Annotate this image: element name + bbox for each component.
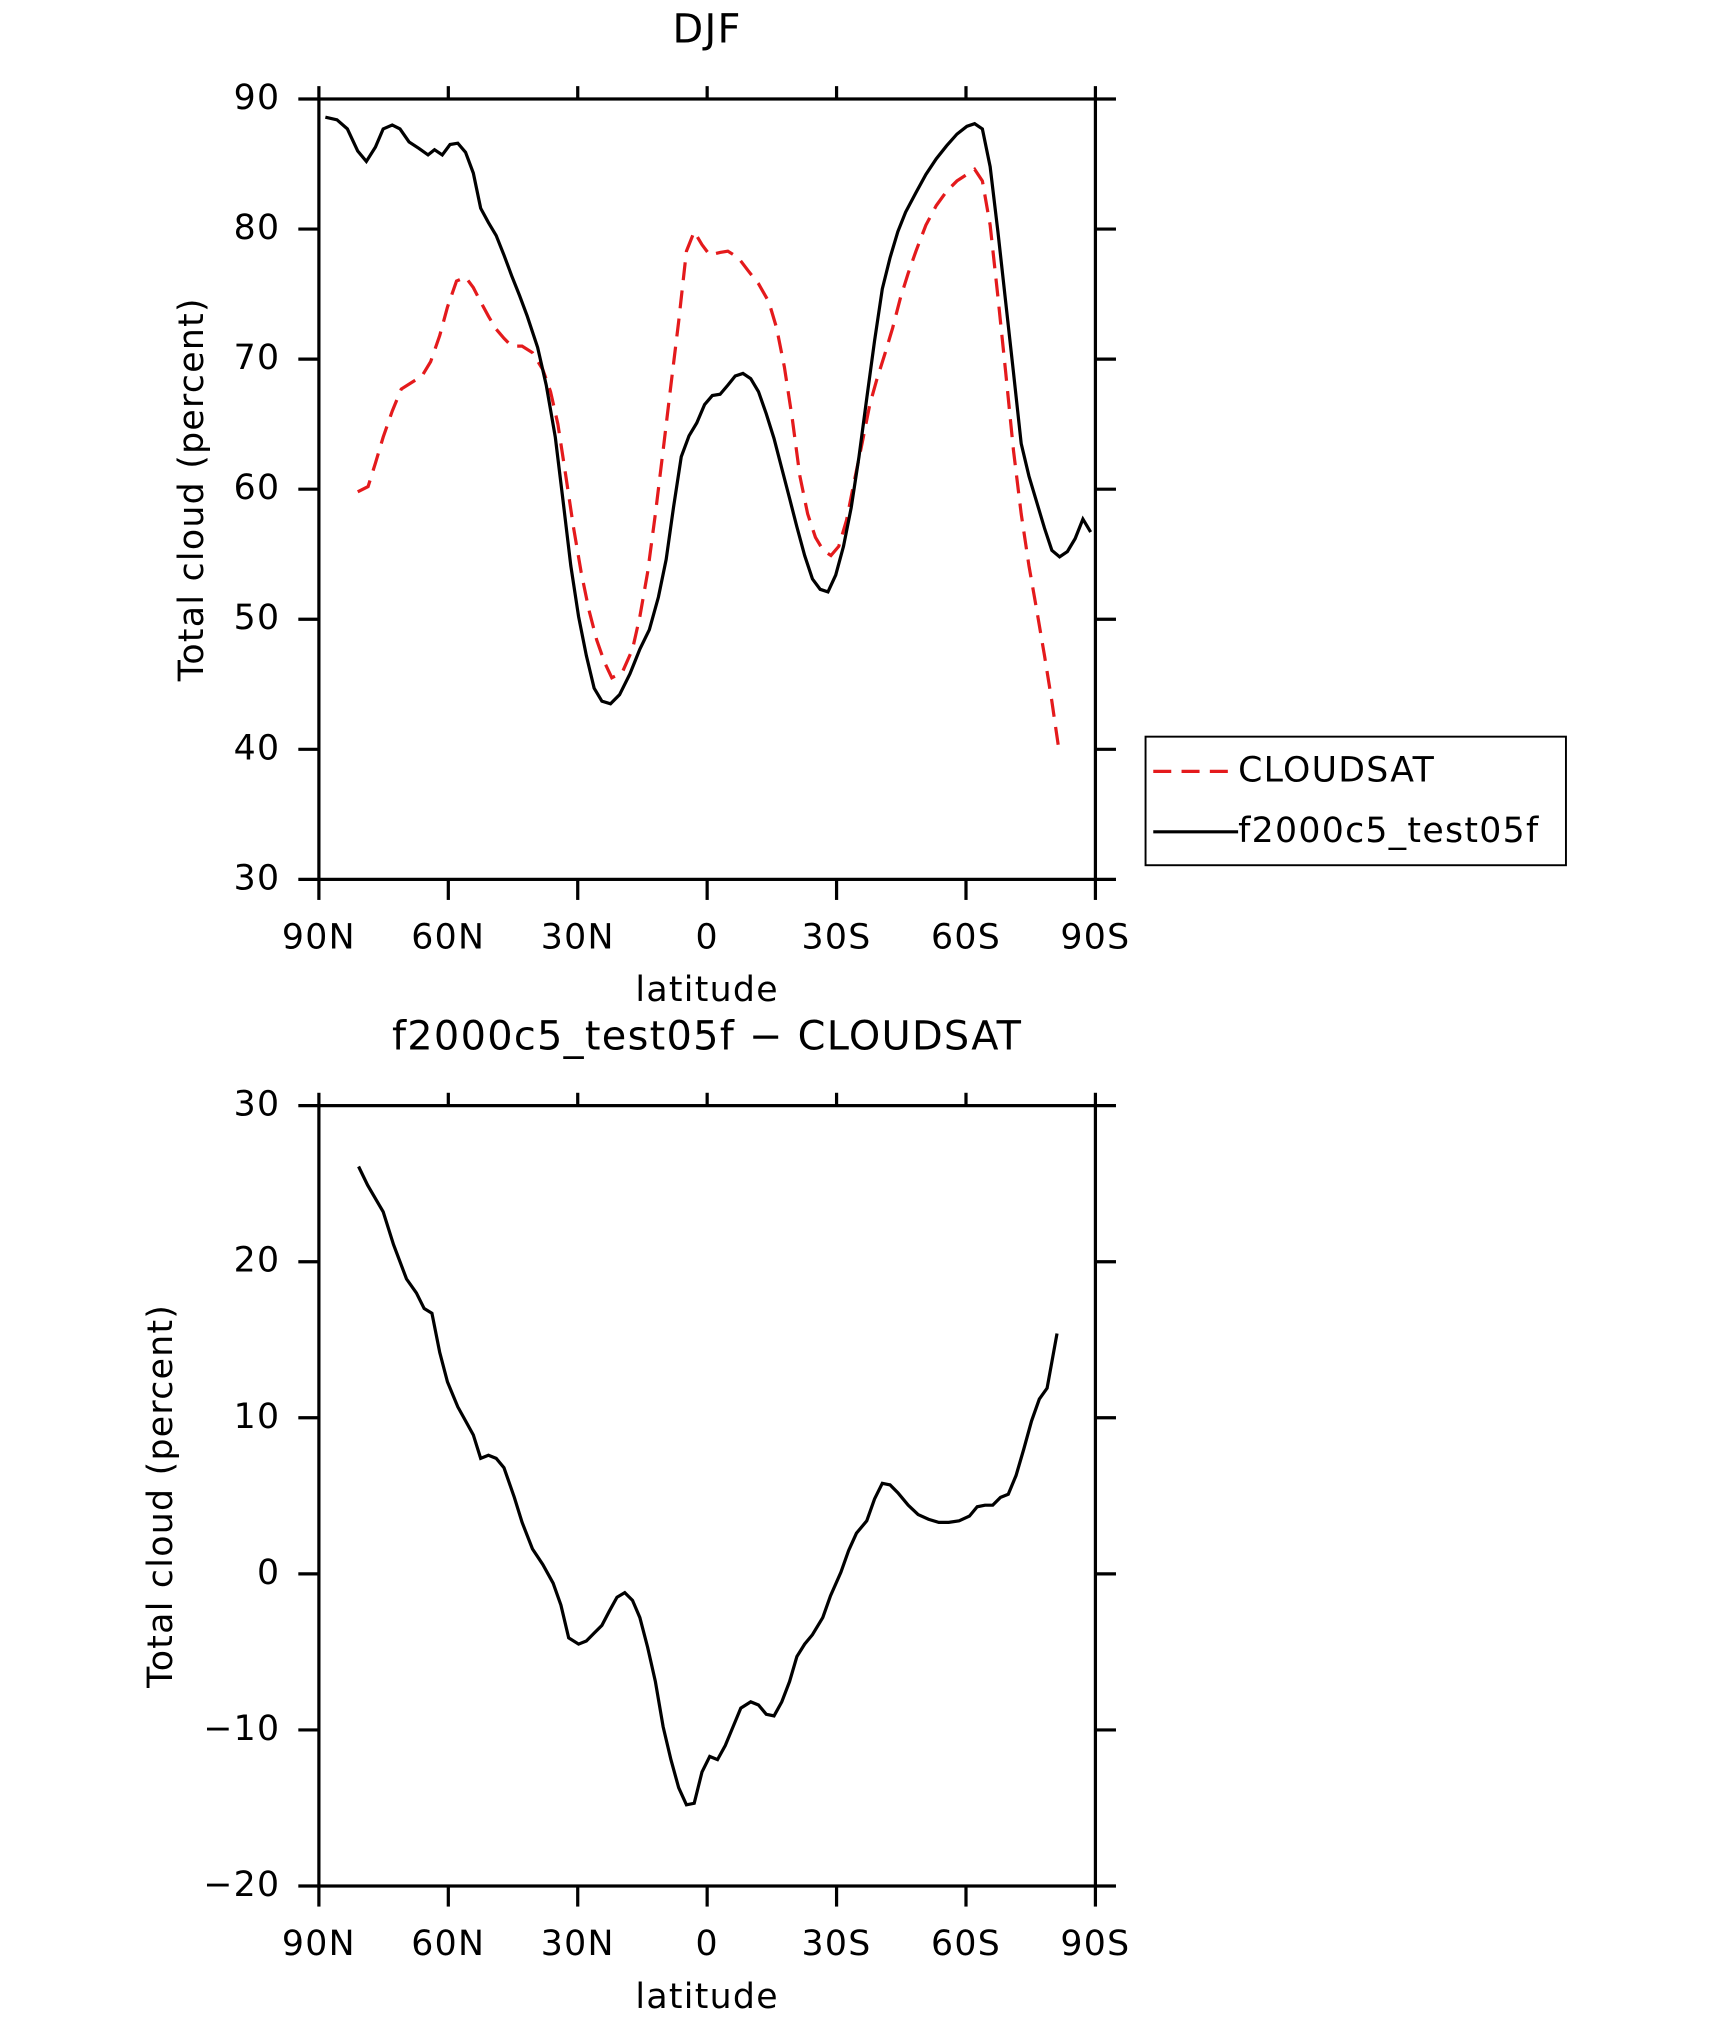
y-tick-label: 10 bbox=[234, 1397, 281, 1437]
x-tick-label: 60S bbox=[931, 918, 1001, 958]
x-tick-label: 30N bbox=[541, 1924, 615, 1964]
x-tick-label: 90N bbox=[282, 918, 356, 958]
y-tick-label: 90 bbox=[234, 78, 281, 118]
x-tick-label: 0 bbox=[695, 918, 718, 958]
chart-title: f2000c5_test05f − CLOUDSAT bbox=[392, 1013, 1022, 1059]
data-line bbox=[325, 115, 1093, 706]
legend-label: CLOUDSAT bbox=[1238, 750, 1435, 790]
y-tick-label: 30 bbox=[234, 1085, 281, 1125]
y-tick-label: −20 bbox=[203, 1865, 280, 1905]
chart-title: DJF bbox=[673, 7, 742, 53]
data-line bbox=[357, 1165, 1059, 1807]
x-tick-label: 30N bbox=[541, 918, 615, 958]
y-tick-label: 40 bbox=[234, 728, 281, 768]
y-tick-label: 50 bbox=[234, 598, 281, 638]
y-axis-label: Total cloud (percent) bbox=[141, 1304, 181, 1689]
x-tick-label: 30S bbox=[802, 918, 872, 958]
x-tick-label: 60N bbox=[411, 918, 485, 958]
x-tick-label: 0 bbox=[695, 1924, 718, 1964]
plot-frame bbox=[317, 1104, 1098, 1888]
x-tick-label: 90N bbox=[282, 1924, 356, 1964]
legend-label: f2000c5_test05f bbox=[1238, 811, 1539, 851]
y-axis-label: Total cloud (percent) bbox=[172, 297, 212, 682]
x-tick-label: 60N bbox=[411, 1924, 485, 1964]
y-tick-label: 30 bbox=[234, 858, 281, 898]
y-tick-label: −10 bbox=[203, 1709, 280, 1749]
x-tick-label: 90S bbox=[1060, 918, 1130, 958]
y-tick-label: 0 bbox=[257, 1553, 280, 1593]
plot-frame bbox=[317, 97, 1098, 881]
data-line bbox=[357, 166, 1062, 755]
x-tick-label: 90S bbox=[1060, 1924, 1130, 1964]
legend-box bbox=[1144, 735, 1567, 867]
y-tick-label: 80 bbox=[234, 208, 281, 248]
y-tick-label: 20 bbox=[234, 1241, 281, 1281]
y-tick-label: 70 bbox=[234, 338, 281, 378]
x-axis-label: latitude bbox=[635, 1977, 778, 2017]
y-tick-label: 60 bbox=[234, 468, 281, 508]
x-tick-label: 30S bbox=[802, 1924, 872, 1964]
x-axis-label: latitude bbox=[635, 970, 778, 1010]
x-tick-label: 60S bbox=[931, 1924, 1001, 1964]
legend: CLOUDSAT f2000c5_test05f bbox=[1144, 735, 1567, 867]
